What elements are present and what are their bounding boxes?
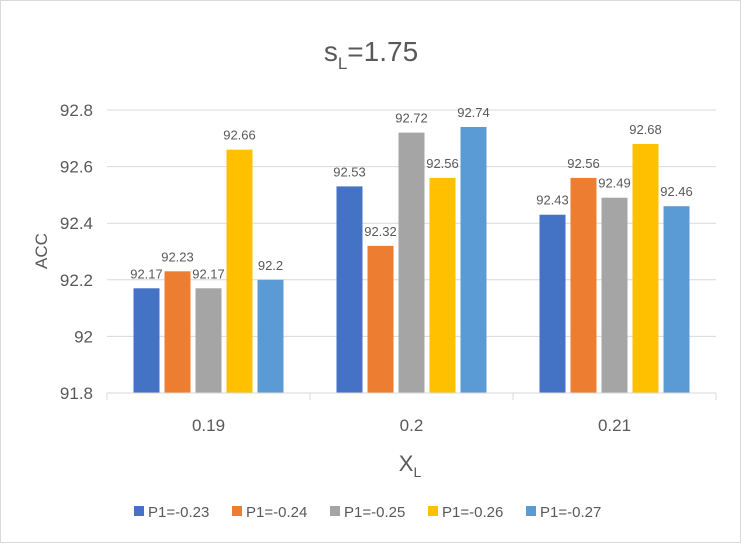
- x-axis-label: XL: [399, 451, 422, 480]
- x-tick-label: 0.21: [598, 416, 631, 435]
- data-label: 92.56: [426, 156, 459, 171]
- bar: [257, 279, 284, 393]
- bar: [429, 177, 456, 393]
- data-label: 92.53: [333, 164, 366, 179]
- legend-swatch: [232, 506, 242, 516]
- bar: [226, 149, 253, 393]
- bar: [601, 197, 628, 393]
- data-label: 92.56: [567, 156, 600, 171]
- bar: [632, 143, 659, 393]
- legend-swatch: [428, 506, 438, 516]
- bar: [133, 288, 160, 393]
- data-label: 92.66: [223, 128, 256, 143]
- data-labels: 92.17 92.23 92.17 92.66 92.2 92.53 92.32 92.72 9…: [130, 105, 693, 281]
- legend-label: P1=-0.26: [442, 504, 503, 521]
- y-tick-label: 92.2: [60, 271, 93, 290]
- data-label: 92.43: [536, 193, 569, 208]
- bar: [164, 271, 191, 393]
- data-label: 92.17: [192, 266, 225, 281]
- x-tick-label: 0.2: [400, 416, 424, 435]
- data-label: 92.17: [130, 266, 163, 281]
- legend-swatch: [134, 506, 144, 516]
- bars: [133, 126, 690, 393]
- data-label: 92.68: [629, 122, 662, 137]
- y-tick-label: 92: [74, 327, 93, 346]
- data-label: 92.74: [457, 105, 490, 120]
- data-label: 92.23: [161, 249, 194, 264]
- y-tick-label: 92.4: [60, 214, 93, 233]
- bar: [539, 214, 566, 393]
- y-tick-label: 91.8: [60, 384, 93, 403]
- legend-label: P1=-0.27: [540, 504, 601, 521]
- data-label: 92.72: [395, 111, 428, 126]
- legend-label: P1=-0.23: [148, 504, 209, 521]
- legend: P1=-0.23 P1=-0.24 P1=-0.25 P1=-0.26 P1=-0.27: [134, 504, 601, 521]
- data-label: 92.32: [364, 224, 397, 239]
- bar: [398, 132, 425, 393]
- y-axis-label: ACC: [32, 233, 51, 269]
- legend-swatch: [526, 506, 536, 516]
- y-tick-label: 92.6: [60, 158, 93, 177]
- y-tick-label: 92.8: [60, 101, 93, 120]
- legend-label: P1=-0.24: [246, 504, 307, 521]
- data-label: 92.46: [660, 184, 693, 199]
- data-label: 92.2: [258, 258, 283, 273]
- data-label: 92.49: [598, 176, 631, 191]
- bar: [460, 126, 487, 393]
- chart-title: sL=1.75: [324, 36, 418, 73]
- bar: [195, 288, 222, 393]
- x-tick-label: 0.19: [192, 416, 225, 435]
- y-axis-ticks: 91.8 92 92.2 92.4 92.6 92.8: [60, 101, 93, 403]
- bar: [336, 186, 363, 393]
- bar: [570, 177, 597, 393]
- legend-swatch: [330, 506, 340, 516]
- legend-label: P1=-0.25: [344, 504, 405, 521]
- bar: [663, 206, 690, 393]
- x-axis-ticks: 0.19 0.2 0.21: [106, 393, 717, 435]
- bar: [367, 245, 394, 393]
